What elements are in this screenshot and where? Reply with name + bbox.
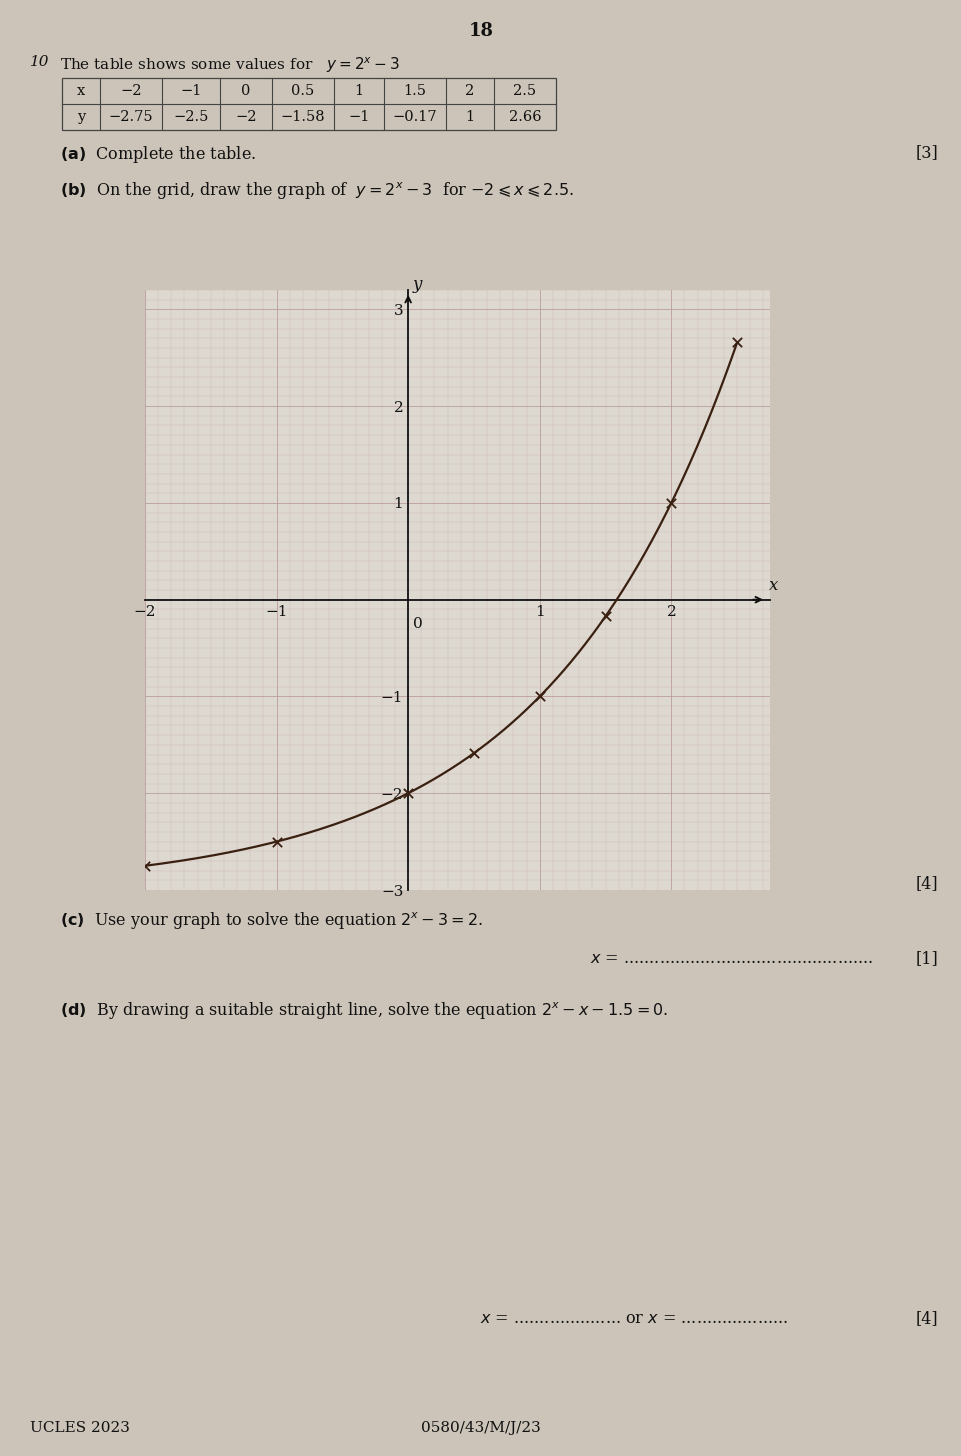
Text: $\mathbf{(c)}$  Use your graph to solve the equation $2^x - 3 = 2$.: $\mathbf{(c)}$ Use your graph to solve t… xyxy=(60,910,482,930)
Text: 10: 10 xyxy=(30,55,49,68)
Text: x: x xyxy=(77,84,85,98)
Text: [3]: [3] xyxy=(914,144,937,162)
Text: −0.17: −0.17 xyxy=(392,111,437,124)
Text: [4]: [4] xyxy=(915,1310,937,1326)
Bar xyxy=(62,79,555,130)
Point xyxy=(400,782,415,805)
Text: $\mathbf{(d)}$  By drawing a suitable straight line, solve the equation $2^x - x: $\mathbf{(d)}$ By drawing a suitable str… xyxy=(60,1000,668,1021)
Text: −2: −2 xyxy=(235,111,257,124)
Text: x: x xyxy=(768,577,777,594)
Text: [4]: [4] xyxy=(915,875,937,893)
Point xyxy=(466,741,481,764)
Text: 2.66: 2.66 xyxy=(508,111,541,124)
Text: −1: −1 xyxy=(348,111,369,124)
Text: 0.5: 0.5 xyxy=(291,84,314,98)
Text: −1.58: −1.58 xyxy=(281,111,325,124)
Point xyxy=(728,331,744,354)
Text: −2.5: −2.5 xyxy=(173,111,209,124)
Point xyxy=(597,604,612,628)
Text: −2.75: −2.75 xyxy=(109,111,153,124)
Text: 1: 1 xyxy=(465,111,474,124)
Text: 1: 1 xyxy=(354,84,363,98)
Text: $\mathbf{(b)}$  On the grid, draw the graph of  $y = 2^x - 3$  for $-2 \leqslant: $\mathbf{(b)}$ On the grid, draw the gra… xyxy=(60,181,574,201)
Text: −2: −2 xyxy=(120,84,141,98)
Text: 0: 0 xyxy=(241,84,251,98)
Point xyxy=(663,491,678,514)
Point xyxy=(269,830,284,853)
Text: 2.5: 2.5 xyxy=(513,84,536,98)
Text: $x$ = .................................................: $x$ = ..................................… xyxy=(589,949,873,967)
Text: 0: 0 xyxy=(413,617,423,630)
Text: $\mathbf{(a)}$  Complete the table.: $\mathbf{(a)}$ Complete the table. xyxy=(60,144,256,165)
Text: UCLES 2023: UCLES 2023 xyxy=(30,1421,130,1436)
Text: $x$ = ..................... or $x$ = .....................: $x$ = ..................... or $x$ = ...… xyxy=(480,1310,787,1326)
Point xyxy=(137,855,153,878)
Text: 2: 2 xyxy=(465,84,474,98)
Text: 0580/43/M/J/23: 0580/43/M/J/23 xyxy=(421,1421,540,1436)
Text: The table shows some values for   $y = 2^x - 3$: The table shows some values for $y = 2^x… xyxy=(60,55,400,74)
Text: [1]: [1] xyxy=(914,949,937,967)
Point xyxy=(531,684,547,708)
Text: 1.5: 1.5 xyxy=(403,84,426,98)
Text: −1: −1 xyxy=(180,84,202,98)
Text: y: y xyxy=(77,111,85,124)
Text: 18: 18 xyxy=(468,22,493,39)
Text: y: y xyxy=(412,275,422,293)
